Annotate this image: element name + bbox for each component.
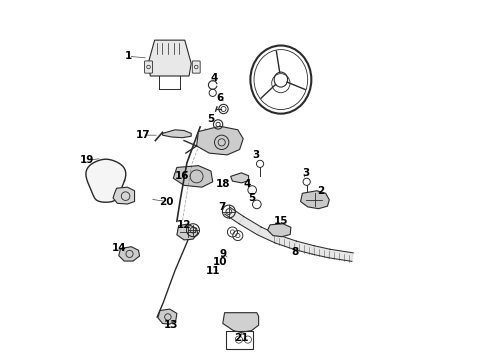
Text: 8: 8 (292, 247, 299, 257)
Polygon shape (148, 40, 191, 76)
Polygon shape (239, 216, 262, 235)
Text: 19: 19 (80, 155, 95, 165)
Polygon shape (177, 224, 197, 240)
Text: 20: 20 (159, 197, 173, 207)
Text: 3: 3 (302, 168, 310, 178)
Polygon shape (268, 224, 291, 237)
Text: 17: 17 (135, 130, 150, 140)
Text: 9: 9 (220, 248, 227, 258)
Polygon shape (196, 126, 243, 155)
Polygon shape (312, 246, 330, 258)
Text: 1: 1 (125, 51, 132, 61)
Polygon shape (86, 159, 126, 202)
Text: 2: 2 (317, 186, 324, 196)
Text: 5: 5 (248, 193, 255, 203)
Polygon shape (300, 191, 329, 209)
Text: 10: 10 (213, 257, 227, 267)
Text: 4: 4 (243, 179, 250, 189)
Polygon shape (113, 187, 135, 204)
Text: 11: 11 (205, 266, 220, 276)
FancyBboxPatch shape (145, 61, 152, 73)
Text: 5: 5 (207, 114, 215, 124)
Polygon shape (258, 227, 279, 243)
Polygon shape (163, 130, 191, 138)
Text: 21: 21 (234, 333, 248, 343)
Polygon shape (231, 173, 248, 183)
Polygon shape (224, 207, 244, 224)
Text: 13: 13 (164, 320, 179, 330)
Text: 3: 3 (252, 150, 259, 160)
Polygon shape (158, 309, 177, 324)
Text: 16: 16 (175, 171, 190, 181)
Polygon shape (276, 235, 296, 249)
Polygon shape (119, 247, 140, 261)
Text: 7: 7 (218, 202, 225, 212)
Text: 6: 6 (216, 93, 223, 103)
Text: 18: 18 (216, 179, 231, 189)
Text: 12: 12 (177, 220, 191, 230)
Polygon shape (329, 249, 353, 261)
Text: 14: 14 (112, 243, 127, 253)
Polygon shape (223, 313, 259, 332)
Text: 15: 15 (273, 216, 288, 226)
Polygon shape (294, 241, 314, 254)
Polygon shape (173, 166, 213, 187)
FancyBboxPatch shape (192, 61, 200, 73)
Text: 4: 4 (211, 73, 218, 83)
